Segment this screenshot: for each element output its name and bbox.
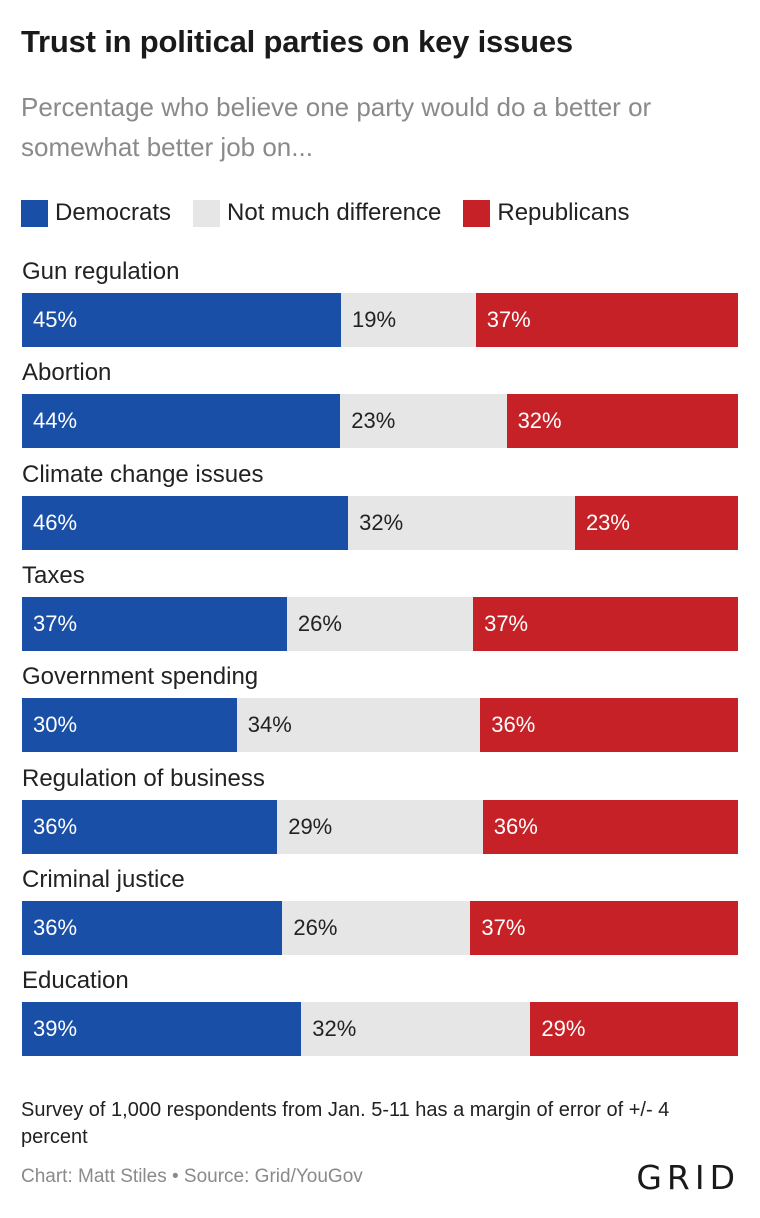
data-label: 32% [312,1016,357,1042]
data-label: 37% [486,307,531,332]
bar-segment-no-difference: 32% [301,1002,531,1057]
data-label: 26% [297,610,342,636]
legend-swatch-no-difference [193,199,221,227]
data-label: 36% [33,914,78,940]
chart-subtitle: Percentage who believe one party would d… [21,92,652,162]
bar-segment-republicans: 36% [480,698,738,753]
bar-segment-democrats: 45% [22,293,341,347]
category-label: Criminal justice [22,865,185,893]
legend-label-no-difference: Not much difference [227,199,442,226]
bar-segment-republicans: 37% [470,900,738,955]
data-label: 37% [484,610,529,636]
legend-swatch-democrats [21,199,48,227]
grid-logo: GRID [636,1158,740,1197]
bar-segment-democrats: 44% [22,394,341,449]
legend-item-democrats: Democrats [21,199,171,227]
data-label: 36% [33,813,78,839]
chart-title: Trust in political parties on key issues [21,24,573,59]
data-label: 23% [351,408,396,434]
bar-segment-republicans: 32% [506,394,738,449]
category-label: Climate change issues [22,460,264,488]
category-label: Taxes [22,561,85,589]
data-label: 32% [359,509,404,535]
data-label: 44% [33,408,78,434]
bar-segment-democrats: 46% [22,495,349,550]
bar-segment-democrats: 37% [22,596,287,651]
category-label: Education [22,967,129,995]
legend-item-republicans: Republicans [463,199,629,227]
category-label: Gun regulation [22,258,180,285]
bar-segment-no-difference: 34% [236,698,481,753]
bar-segment-republicans: 29% [530,1002,738,1057]
legend-swatch-republicans [463,199,491,227]
bar-segment-no-difference: 23% [340,394,507,449]
data-label: 37% [481,914,526,940]
bar-segment-republicans: 23% [574,495,738,550]
category-label: Regulation of business [22,764,265,792]
bar-segment-democrats: 36% [22,900,283,955]
data-label: 29% [541,1016,586,1042]
legend-label-democrats: Democrats [55,199,172,226]
legend-label-republicans: Republicans [497,199,630,226]
legend: Democrats Not much difference Republican… [21,198,651,228]
category-label: Government spending [22,663,259,691]
bar-segment-no-difference: 29% [277,799,483,854]
bar-segment-no-difference: 19% [341,293,476,347]
bar-segment-democrats: 36% [22,799,278,854]
bar-segment-republicans: 37% [473,596,738,651]
data-label: 39% [33,1016,78,1042]
chart-credit: Chart: Matt Stiles • Source: Grid/YouGov [21,1166,363,1187]
data-label: 36% [491,712,536,738]
bar-segment-no-difference: 32% [348,495,575,550]
bar-segment-republicans: 37% [475,293,738,347]
data-label: 46% [33,509,78,535]
stacked-bar-chart: Gun regulation 45% 19% 37% Abortion 44% 23% 32%… [0,250,760,1070]
legend-item-no-difference: Not much difference [193,199,441,227]
survey-note: Survey of 1,000 respondents from Jan. 5-… [21,1099,670,1148]
bar-segment-democrats: 39% [22,1002,302,1057]
data-label: 29% [288,813,333,839]
data-label: 30% [33,712,78,738]
data-label: 26% [293,914,338,940]
data-label: 37% [33,610,78,636]
category-label: Abortion [22,359,112,387]
data-label: 34% [247,712,292,738]
bar-segment-democrats: 30% [22,698,237,753]
data-label: 45% [33,307,78,332]
bar-segment-no-difference: 26% [282,900,471,955]
bar-segment-no-difference: 26% [286,596,474,651]
data-label: 32% [517,408,562,434]
data-label: 23% [585,509,630,535]
data-label: 19% [352,307,397,332]
data-label: 36% [493,813,538,839]
bar-segment-republicans: 36% [482,799,738,854]
